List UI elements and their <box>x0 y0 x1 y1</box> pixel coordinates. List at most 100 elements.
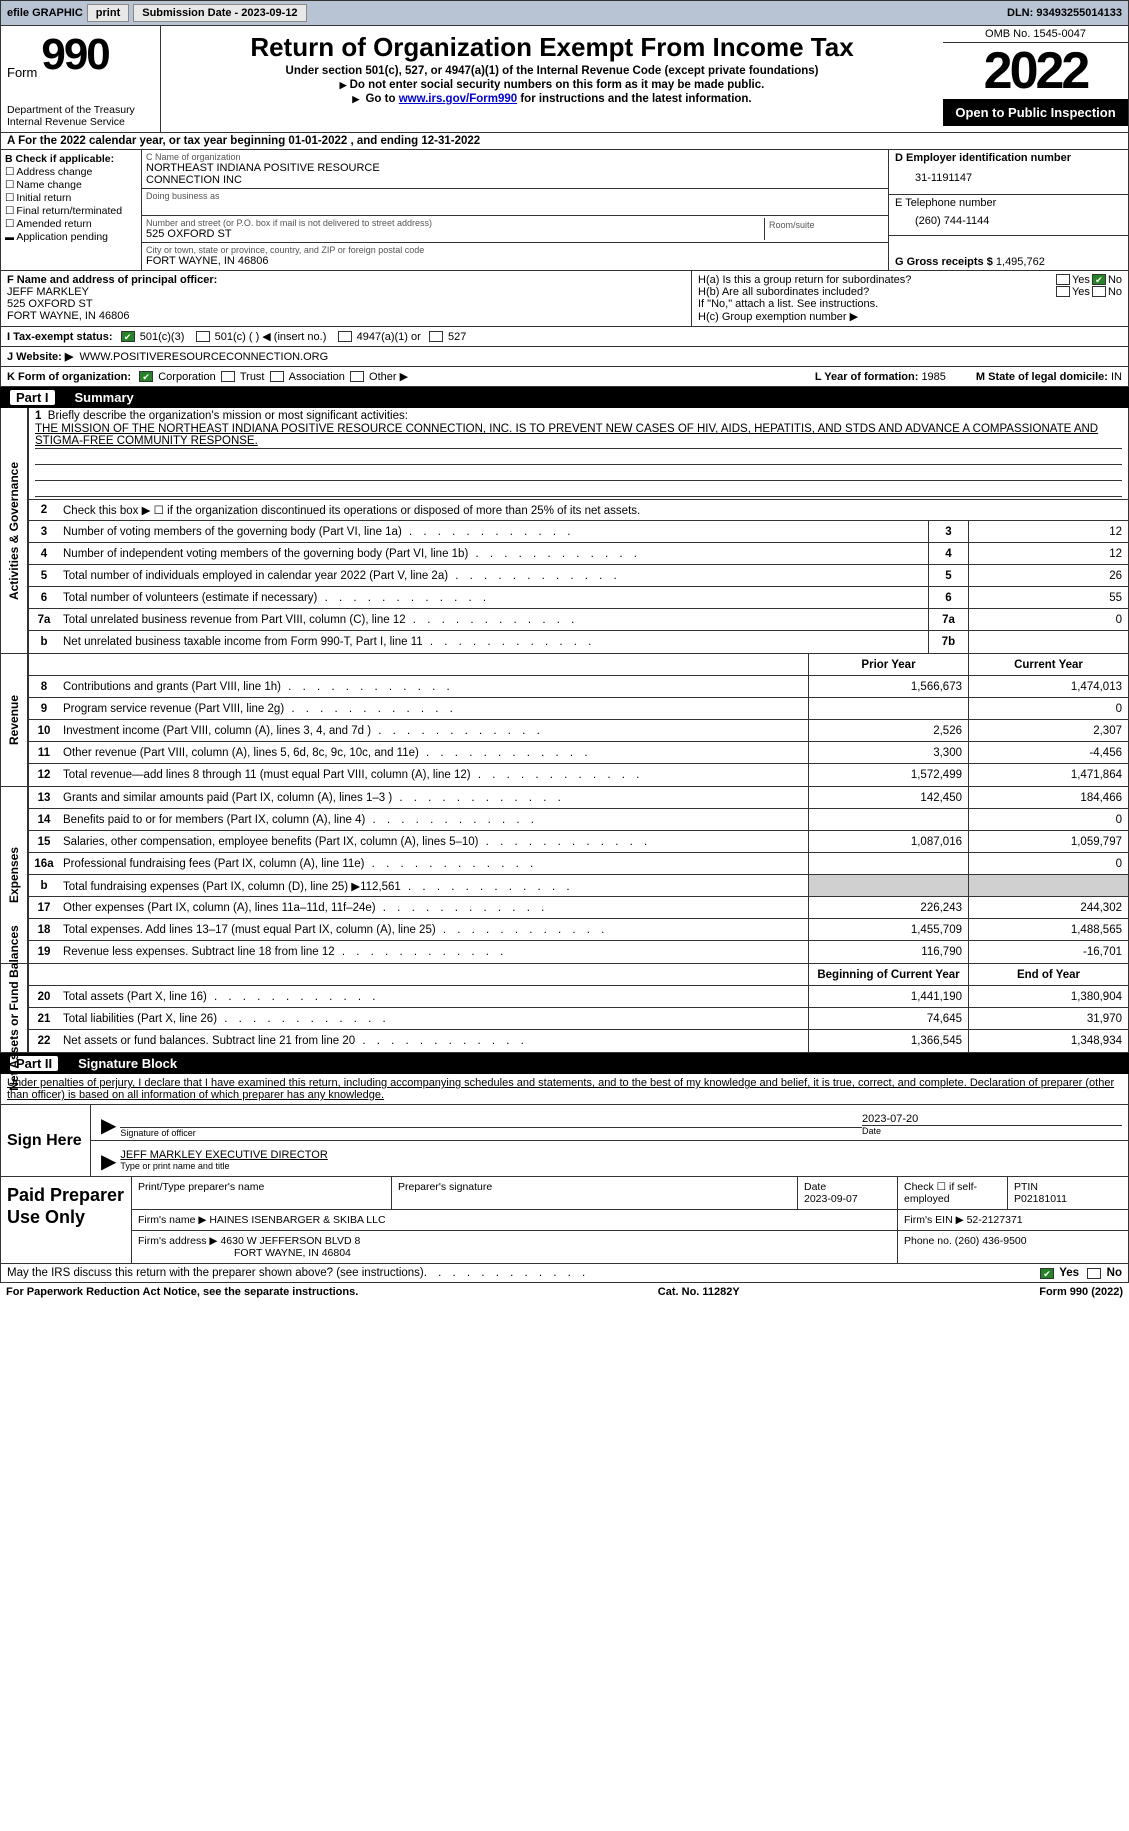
officer-city: FORT WAYNE, IN 46806 <box>7 310 685 322</box>
line-number: 19 <box>29 944 59 960</box>
hb-no-checkbox[interactable] <box>1092 286 1106 297</box>
k-trust-checkbox[interactable] <box>221 371 235 382</box>
table-row: 11Other revenue (Part VIII, column (A), … <box>29 742 1128 764</box>
prep-date-value: 2023-09-07 <box>804 1193 891 1205</box>
line-number: b <box>29 634 59 650</box>
line-desc: Other expenses (Part IX, column (A), lin… <box>59 900 808 916</box>
line-number: 22 <box>29 1033 59 1049</box>
part-i-label: Part I <box>10 390 55 405</box>
i-501c-checkbox[interactable] <box>196 331 210 342</box>
col-b-checkboxes: B Check if applicable: Address change Na… <box>1 150 141 270</box>
i-501c3: 501(c)(3) <box>140 331 185 343</box>
form-center: Return of Organization Exempt From Incom… <box>161 26 943 132</box>
line-box: 7b <box>928 631 968 653</box>
f-label: F Name and address of principal officer: <box>7 274 217 286</box>
hb-yes-checkbox[interactable] <box>1056 286 1070 297</box>
footer-center: Cat. No. 11282Y <box>658 1286 740 1298</box>
sig-date-label: Date <box>862 1126 1122 1136</box>
line-desc: Grants and similar amounts paid (Part IX… <box>59 790 808 806</box>
cb-amended-return[interactable]: Amended return <box>5 218 137 230</box>
page-title: Return of Organization Exempt From Incom… <box>167 32 937 63</box>
table-row: 8Contributions and grants (Part VIII, li… <box>29 676 1128 698</box>
hdr-beg-year: Beginning of Current Year <box>808 964 968 985</box>
line-number: 12 <box>29 767 59 783</box>
type-print-label: Type or print name and title <box>120 1161 1122 1171</box>
room-label: Room/suite <box>769 220 880 230</box>
line-number: 13 <box>29 790 59 806</box>
ptin-label: PTIN <box>1014 1181 1122 1193</box>
cb-initial-return[interactable]: Initial return <box>5 192 137 204</box>
ein-value: 31-1191147 <box>895 164 1122 192</box>
sign-here-row: Sign Here ▶ Signature of officer 2023-07… <box>1 1104 1128 1176</box>
cb-final-return[interactable]: Final return/terminated <box>5 205 137 217</box>
line-number: 10 <box>29 723 59 739</box>
city-label: City or town, state or province, country… <box>146 245 884 255</box>
k-corp: Corporation <box>158 371 215 383</box>
prep-self-employed[interactable]: Check ☐ if self-employed <box>898 1177 1008 1209</box>
firm-phone: (260) 436-9500 <box>955 1235 1027 1247</box>
line-number: 15 <box>29 834 59 850</box>
table-row: 6Total number of volunteers (estimate if… <box>29 587 1128 609</box>
form-left: Form 990 Department of the Treasury Inte… <box>1 26 161 132</box>
state-domicile: IN <box>1111 371 1122 383</box>
subtitle-2: Do not enter social security numbers on … <box>167 79 937 91</box>
current-value: 1,348,934 <box>968 1030 1128 1052</box>
current-value: 2,307 <box>968 720 1128 741</box>
irs-link[interactable]: www.irs.gov/Form990 <box>399 93 517 105</box>
cb-name-change[interactable]: Name change <box>5 179 137 191</box>
vert-activities: Activities & Governance <box>1 408 29 653</box>
line-number: 20 <box>29 989 59 1005</box>
i-501c3-checkbox[interactable]: ✔ <box>121 331 135 342</box>
line-1-mission: 1 Briefly describe the organization's mi… <box>29 408 1128 499</box>
hdr-current-year: Current Year <box>968 654 1128 675</box>
rev-header-row: Prior Year Current Year <box>29 654 1128 676</box>
discuss-yes-checkbox[interactable]: ✔ <box>1040 1268 1054 1279</box>
current-value: 184,466 <box>968 787 1128 808</box>
dln-value: 93493255014133 <box>1036 7 1122 19</box>
l2-text: Check this box ▶ ☐ if the organization d… <box>59 501 1128 519</box>
org-name-line2: CONNECTION INC <box>146 174 884 186</box>
k-corp-checkbox[interactable]: ✔ <box>139 371 153 382</box>
line-number: 8 <box>29 679 59 695</box>
prior-value <box>808 853 968 874</box>
discuss-no-checkbox[interactable] <box>1087 1268 1101 1279</box>
j-label: J Website: ▶ <box>7 350 73 363</box>
current-value <box>968 875 1128 896</box>
submission-date-box: Submission Date - 2023-09-12 <box>133 4 306 22</box>
phone-box: E Telephone number (260) 744-1144 <box>889 195 1128 236</box>
section-bcd: B Check if applicable: Address change Na… <box>0 150 1129 271</box>
omb-number: OMB No. 1545-0047 <box>943 26 1128 43</box>
line-number: 17 <box>29 900 59 916</box>
principal-officer: F Name and address of principal officer:… <box>1 271 691 326</box>
ha-yes-checkbox[interactable] <box>1056 274 1070 285</box>
table-row: 18Total expenses. Add lines 13–17 (must … <box>29 919 1128 941</box>
line-number: 3 <box>29 524 59 540</box>
line-number: 21 <box>29 1011 59 1027</box>
subm-date: 2023-09-12 <box>241 7 297 19</box>
tax-year: 2022 <box>943 43 1128 99</box>
i-4947-checkbox[interactable] <box>338 331 352 342</box>
gross-value: 1,495,762 <box>996 256 1045 268</box>
k-assoc-checkbox[interactable] <box>270 371 284 382</box>
firm-ein-label: Firm's EIN ▶ <box>904 1214 967 1226</box>
i-527-checkbox[interactable] <box>429 331 443 342</box>
form-word: Form <box>7 65 37 80</box>
table-row: 14Benefits paid to or for members (Part … <box>29 809 1128 831</box>
form-990-number: 990 <box>41 30 108 80</box>
line-desc: Program service revenue (Part VIII, line… <box>59 701 808 717</box>
table-row: 12Total revenue—add lines 8 through 11 (… <box>29 764 1128 786</box>
cb-application-pending[interactable]: ▬ Application pending <box>5 231 137 243</box>
vert-revenue: Revenue <box>1 654 29 786</box>
current-value: 244,302 <box>968 897 1128 918</box>
print-button[interactable]: print <box>87 4 129 22</box>
dba-label: Doing business as <box>146 191 884 201</box>
prior-value: 1,455,709 <box>808 919 968 940</box>
firm-name: HAINES ISENBARGER & SKIBA LLC <box>209 1214 385 1226</box>
current-value: 0 <box>968 809 1128 830</box>
prior-value: 1,566,673 <box>808 676 968 697</box>
ha-no-checkbox[interactable]: ✔ <box>1092 274 1106 285</box>
subtitle-1: Under section 501(c), 527, or 4947(a)(1)… <box>167 65 937 77</box>
k-other-checkbox[interactable] <box>350 371 364 382</box>
cb-address-change[interactable]: Address change <box>5 166 137 178</box>
table-row: 20Total assets (Part X, line 16)1,441,19… <box>29 986 1128 1008</box>
